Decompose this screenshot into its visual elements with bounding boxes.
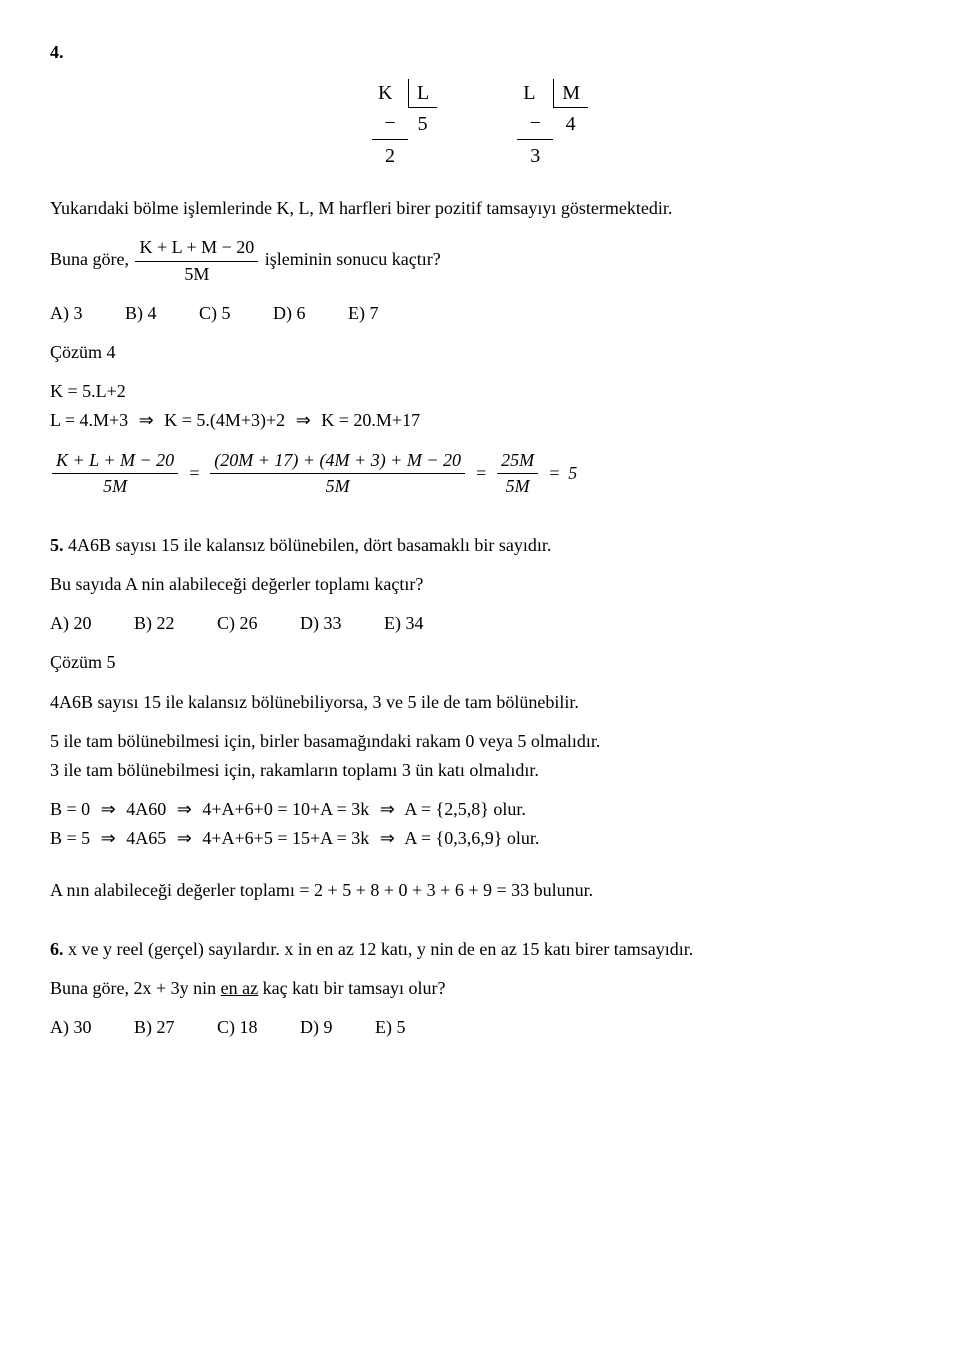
div2-dividend: L bbox=[517, 79, 553, 107]
div1-remainder: 2 bbox=[372, 140, 408, 170]
q5-c2b: 4A65 bbox=[126, 828, 166, 848]
q5-question: Bu sayıda A nin alabileceği değerler top… bbox=[50, 572, 910, 597]
q5-result: A nın alabileceği değerler toplamı = 2 +… bbox=[50, 878, 910, 903]
q6-choice-b: B) 27 bbox=[134, 1017, 175, 1037]
q6-question: Buna göre, 2x + 3y nin en az kaç katı bi… bbox=[50, 976, 910, 1001]
q5-sol-1: 4A6B sayısı 15 ile kalansız bölünebiliyo… bbox=[50, 690, 910, 715]
q4-frac-num: K + L + M − 20 bbox=[135, 235, 258, 261]
q6-choice-d: D) 9 bbox=[300, 1017, 333, 1037]
q6-choices: A) 30 B) 27 C) 18 D) 9 E) 5 bbox=[50, 1015, 910, 1040]
div2-remainder: 3 bbox=[517, 140, 553, 170]
q4-equation: K + L + M − 20 5M = (20M + 17) + (4M + 3… bbox=[50, 448, 910, 499]
q5-case2: B = 5 ⇒ 4A65 ⇒ 4+A+6+5 = 15+A = 3k ⇒ A =… bbox=[50, 826, 910, 851]
q6-choice-a: A) 30 bbox=[50, 1017, 92, 1037]
q4-cozum: Çözüm 4 bbox=[50, 340, 910, 365]
q4-l2a: L = 4.M+3 bbox=[50, 410, 128, 430]
q5-choice-d: D) 33 bbox=[300, 613, 342, 633]
div1-dividend: K bbox=[372, 79, 408, 107]
q4-l2b: K = 5.(4M+3)+2 bbox=[164, 410, 285, 430]
div1-subtract: − bbox=[372, 109, 408, 140]
q4-choice-c: C) 5 bbox=[199, 303, 231, 323]
q6-number: 6. bbox=[50, 939, 64, 959]
div2-divisor: M bbox=[553, 79, 588, 107]
q5-case1: B = 0 ⇒ 4A60 ⇒ 4+A+6+0 = 10+A = 3k ⇒ A =… bbox=[50, 797, 910, 822]
q4-sol-line2: L = 4.M+3 ⇒ K = 5.(4M+3)+2 ⇒ K = 20.M+17 bbox=[50, 408, 910, 433]
q4-eq-frac3: 25M 5M bbox=[497, 448, 538, 499]
q5-sol-2: 5 ile tam bölünebilmesi için, birler bas… bbox=[50, 729, 910, 754]
q4-eq-frac3-num: 25M bbox=[497, 448, 538, 474]
q4-l2c: K = 20.M+17 bbox=[321, 410, 420, 430]
q4-question: Buna göre, K + L + M − 20 5M işleminin s… bbox=[50, 235, 910, 286]
eq-sign: = bbox=[188, 461, 200, 486]
q4-isleminin: işleminin sonucu kaçtır? bbox=[265, 249, 441, 269]
division-2: L − 3 M 4 bbox=[517, 79, 588, 170]
q4-eq-frac1-den: 5M bbox=[52, 474, 178, 499]
q5-c1b: 4A60 bbox=[126, 799, 166, 819]
q5-stem-line: 5. 4A6B sayısı 15 ile kalansız bölünebil… bbox=[50, 533, 910, 558]
q6-stem-line: 6. x ve y reel (gerçel) sayılardır. x in… bbox=[50, 937, 910, 962]
q5-choice-b: B) 22 bbox=[134, 613, 175, 633]
q4-choices: A) 3 B) 4 C) 5 D) 6 E) 7 bbox=[50, 301, 910, 326]
q4-eq-frac2-den: 5M bbox=[210, 474, 465, 499]
q4-eq-frac1-num: K + L + M − 20 bbox=[52, 448, 178, 474]
q4-eq-frac2-num: (20M + 17) + (4M + 3) + M − 20 bbox=[210, 448, 465, 474]
q6-choice-e: E) 5 bbox=[375, 1017, 406, 1037]
q5-choice-e: E) 34 bbox=[384, 613, 424, 633]
q4-fraction: K + L + M − 20 5M bbox=[135, 235, 258, 286]
eq-sign: = bbox=[548, 461, 560, 486]
q4-choice-e: E) 7 bbox=[348, 303, 379, 323]
q4-choice-a: A) 3 bbox=[50, 303, 83, 323]
arrow-icon: ⇒ bbox=[139, 410, 154, 430]
q4-eq-frac1: K + L + M − 20 5M bbox=[52, 448, 178, 499]
arrow-icon: ⇒ bbox=[101, 828, 116, 848]
q6-stem: x ve y reel (gerçel) sayılardır. x in en… bbox=[68, 939, 693, 959]
q4-choice-b: B) 4 bbox=[125, 303, 157, 323]
q5-choices: A) 20 B) 22 C) 26 D) 33 E) 34 bbox=[50, 611, 910, 636]
q4-division-diagrams: K − 2 L 5 L − 3 M 4 bbox=[50, 79, 910, 170]
q4-eq-frac2: (20M + 17) + (4M + 3) + M − 20 5M bbox=[210, 448, 465, 499]
q5-c1d: A = {2,5,8} olur. bbox=[404, 799, 525, 819]
q4-number: 4. bbox=[50, 40, 910, 65]
q5-choice-c: C) 26 bbox=[217, 613, 258, 633]
eq-sign: = bbox=[475, 461, 487, 486]
q5-c2c: 4+A+6+5 = 15+A = 3k bbox=[202, 828, 369, 848]
q5-stem: 4A6B sayısı 15 ile kalansız bölünebilen,… bbox=[68, 535, 551, 555]
q5-c1a: B = 0 bbox=[50, 799, 90, 819]
arrow-icon: ⇒ bbox=[380, 799, 395, 819]
q4-choice-d: D) 6 bbox=[273, 303, 306, 323]
q4-intro: Yukarıdaki bölme işlemlerinde K, L, M ha… bbox=[50, 196, 910, 221]
div2-quotient: 4 bbox=[553, 107, 588, 138]
div1-divisor: L bbox=[408, 79, 437, 107]
q6-choice-c: C) 18 bbox=[217, 1017, 258, 1037]
q5-number: 5. bbox=[50, 535, 64, 555]
arrow-icon: ⇒ bbox=[380, 828, 395, 848]
arrow-icon: ⇒ bbox=[177, 828, 192, 848]
q6-q-underline: en az bbox=[221, 978, 258, 998]
q4-sol-line1: K = 5.L+2 bbox=[50, 379, 910, 404]
q6-q-pre: Buna göre, 2x + 3y nin bbox=[50, 978, 221, 998]
q6-q-post: kaç katı bir tamsayı olur? bbox=[258, 978, 445, 998]
arrow-icon: ⇒ bbox=[177, 799, 192, 819]
division-1: K − 2 L 5 bbox=[372, 79, 437, 170]
q5-sol-3: 3 ile tam bölünebilmesi için, rakamların… bbox=[50, 758, 910, 783]
q5-c2d: A = {0,3,6,9} olur. bbox=[404, 828, 539, 848]
q5-cozum: Çözüm 5 bbox=[50, 650, 910, 675]
q4-eq-frac3-den: 5M bbox=[497, 474, 538, 499]
q5-c1c: 4+A+6+0 = 10+A = 3k bbox=[202, 799, 369, 819]
div2-subtract: − bbox=[517, 109, 553, 140]
q5-choice-a: A) 20 bbox=[50, 613, 92, 633]
q5-c2a: B = 5 bbox=[50, 828, 90, 848]
q4-frac-den: 5M bbox=[135, 262, 258, 287]
div1-quotient: 5 bbox=[408, 107, 437, 138]
arrow-icon: ⇒ bbox=[296, 410, 311, 430]
q4-eq-result: 5 bbox=[568, 461, 577, 486]
q4-buna-gore: Buna göre, bbox=[50, 249, 129, 269]
arrow-icon: ⇒ bbox=[101, 799, 116, 819]
